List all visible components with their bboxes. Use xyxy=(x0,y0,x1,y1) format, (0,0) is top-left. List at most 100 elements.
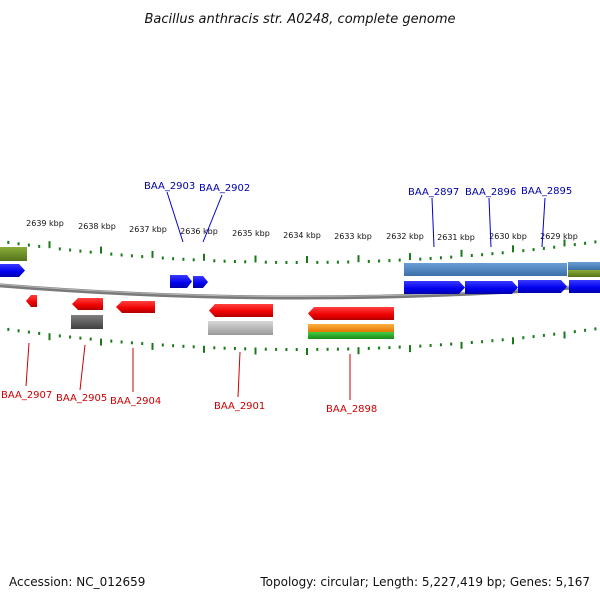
minor-tick xyxy=(439,343,442,347)
minor-tick xyxy=(244,347,247,351)
major-tick xyxy=(563,331,566,339)
minor-tick xyxy=(573,330,576,334)
gene-label[interactable]: BAA_2907 xyxy=(1,390,52,401)
feature-block[interactable] xyxy=(568,270,600,277)
feature-block[interactable] xyxy=(568,262,600,270)
gene-arrow-reverse[interactable] xyxy=(308,307,394,320)
minor-tick xyxy=(285,261,288,264)
gene-label[interactable]: BAA_2903 xyxy=(144,181,195,192)
minor-tick xyxy=(470,341,473,344)
minor-tick xyxy=(275,347,278,351)
gene-arrow-forward[interactable] xyxy=(404,281,465,294)
gene-arrow-reverse[interactable] xyxy=(116,301,155,313)
gene-label[interactable]: BAA_2902 xyxy=(199,183,250,194)
minor-tick xyxy=(130,341,133,345)
minor-tick xyxy=(172,344,175,348)
gene-label[interactable]: BAA_2895 xyxy=(521,186,572,197)
scale-label: 2639 kbp xyxy=(26,219,64,228)
minor-tick xyxy=(316,347,319,351)
minor-tick xyxy=(110,339,113,343)
feature-block[interactable] xyxy=(308,332,394,339)
minor-tick xyxy=(213,346,216,350)
major-tick xyxy=(460,249,463,257)
minor-tick xyxy=(491,339,494,343)
gene-label[interactable]: BAA_2904 xyxy=(110,396,161,407)
gene-arrow-forward[interactable] xyxy=(465,281,518,294)
minor-tick xyxy=(553,245,556,249)
minor-tick xyxy=(336,260,339,264)
minor-tick xyxy=(141,255,144,259)
minor-tick xyxy=(501,251,504,255)
minor-tick xyxy=(584,328,587,332)
gene-arrow-forward[interactable] xyxy=(518,280,567,293)
gene-arrow-reverse[interactable] xyxy=(26,295,37,307)
major-tick xyxy=(563,239,566,247)
genome-summary: Topology: circular; Length: 5,227,419 bp… xyxy=(260,575,590,589)
reverse-gene-labels: BAA_2907 BAA_2905 BAA_2904 BAA_2901 BAA_… xyxy=(1,342,377,415)
major-tick xyxy=(48,333,51,341)
minor-tick xyxy=(69,335,72,339)
gene-arrow-reverse[interactable] xyxy=(209,304,273,317)
gene-label[interactable]: BAA_2901 xyxy=(214,401,265,412)
minor-tick xyxy=(594,327,597,331)
scale-label: 2633 kbp xyxy=(334,232,372,241)
gene-arrow-forward[interactable] xyxy=(569,280,600,293)
minor-tick xyxy=(79,336,82,340)
scale-label: 2634 kbp xyxy=(283,231,321,240)
minor-tick xyxy=(213,259,216,263)
major-tick xyxy=(512,245,514,253)
minor-tick xyxy=(553,332,556,336)
minor-tick xyxy=(419,344,422,348)
gene-label[interactable]: BAA_2896 xyxy=(465,187,516,198)
minor-tick xyxy=(295,261,298,264)
minor-tick xyxy=(542,246,545,250)
forward-gene-labels: BAA_2903 BAA_2902 BAA_2897 BAA_2896 BAA_… xyxy=(144,181,572,248)
scale-label: 2636 kbp xyxy=(180,227,218,236)
minor-tick xyxy=(161,343,164,347)
minor-tick xyxy=(141,342,144,346)
feature-block[interactable] xyxy=(0,247,27,261)
label-leader-line xyxy=(79,344,86,391)
minor-tick xyxy=(120,340,123,344)
minor-tick xyxy=(7,240,10,244)
gene-arrow-forward[interactable] xyxy=(193,276,208,288)
feature-block[interactable] xyxy=(71,315,103,329)
minor-tick xyxy=(491,252,494,256)
feature-block[interactable] xyxy=(208,321,273,335)
feature-block[interactable] xyxy=(404,263,518,276)
minor-tick xyxy=(542,333,545,337)
minor-tick xyxy=(233,260,236,263)
scale-label: 2638 kbp xyxy=(78,222,116,231)
minor-tick xyxy=(264,347,267,351)
major-tick xyxy=(357,255,360,263)
minor-tick xyxy=(522,336,525,340)
major-tick xyxy=(306,256,308,263)
minor-tick xyxy=(233,347,236,350)
minor-tick xyxy=(182,257,185,261)
minor-tick xyxy=(398,258,401,262)
minor-tick xyxy=(419,257,422,261)
minor-tick xyxy=(172,257,175,261)
gene-label[interactable]: BAA_2898 xyxy=(326,404,377,415)
minor-tick xyxy=(532,335,535,339)
top-tick-track xyxy=(7,239,597,264)
minor-tick xyxy=(429,344,432,347)
major-tick xyxy=(48,241,51,249)
bottom-tick-track xyxy=(7,327,597,355)
minor-tick xyxy=(17,329,20,333)
minor-tick xyxy=(326,347,329,351)
gene-label[interactable]: BAA_2905 xyxy=(56,393,107,404)
minor-tick xyxy=(522,249,525,253)
map-title: Bacillus anthracis str. A0248, complete … xyxy=(144,12,455,27)
minor-tick xyxy=(58,334,61,338)
feature-block[interactable] xyxy=(308,324,394,332)
gene-arrow-forward[interactable] xyxy=(0,264,25,277)
gene-arrow-reverse[interactable] xyxy=(72,298,103,310)
gene-arrow-forward[interactable] xyxy=(170,275,192,288)
feature-block[interactable] xyxy=(518,263,567,276)
major-tick xyxy=(460,341,463,349)
gene-label[interactable]: BAA_2897 xyxy=(408,187,459,198)
minor-tick xyxy=(584,241,587,245)
major-tick xyxy=(203,345,205,353)
minor-tick xyxy=(223,259,226,263)
